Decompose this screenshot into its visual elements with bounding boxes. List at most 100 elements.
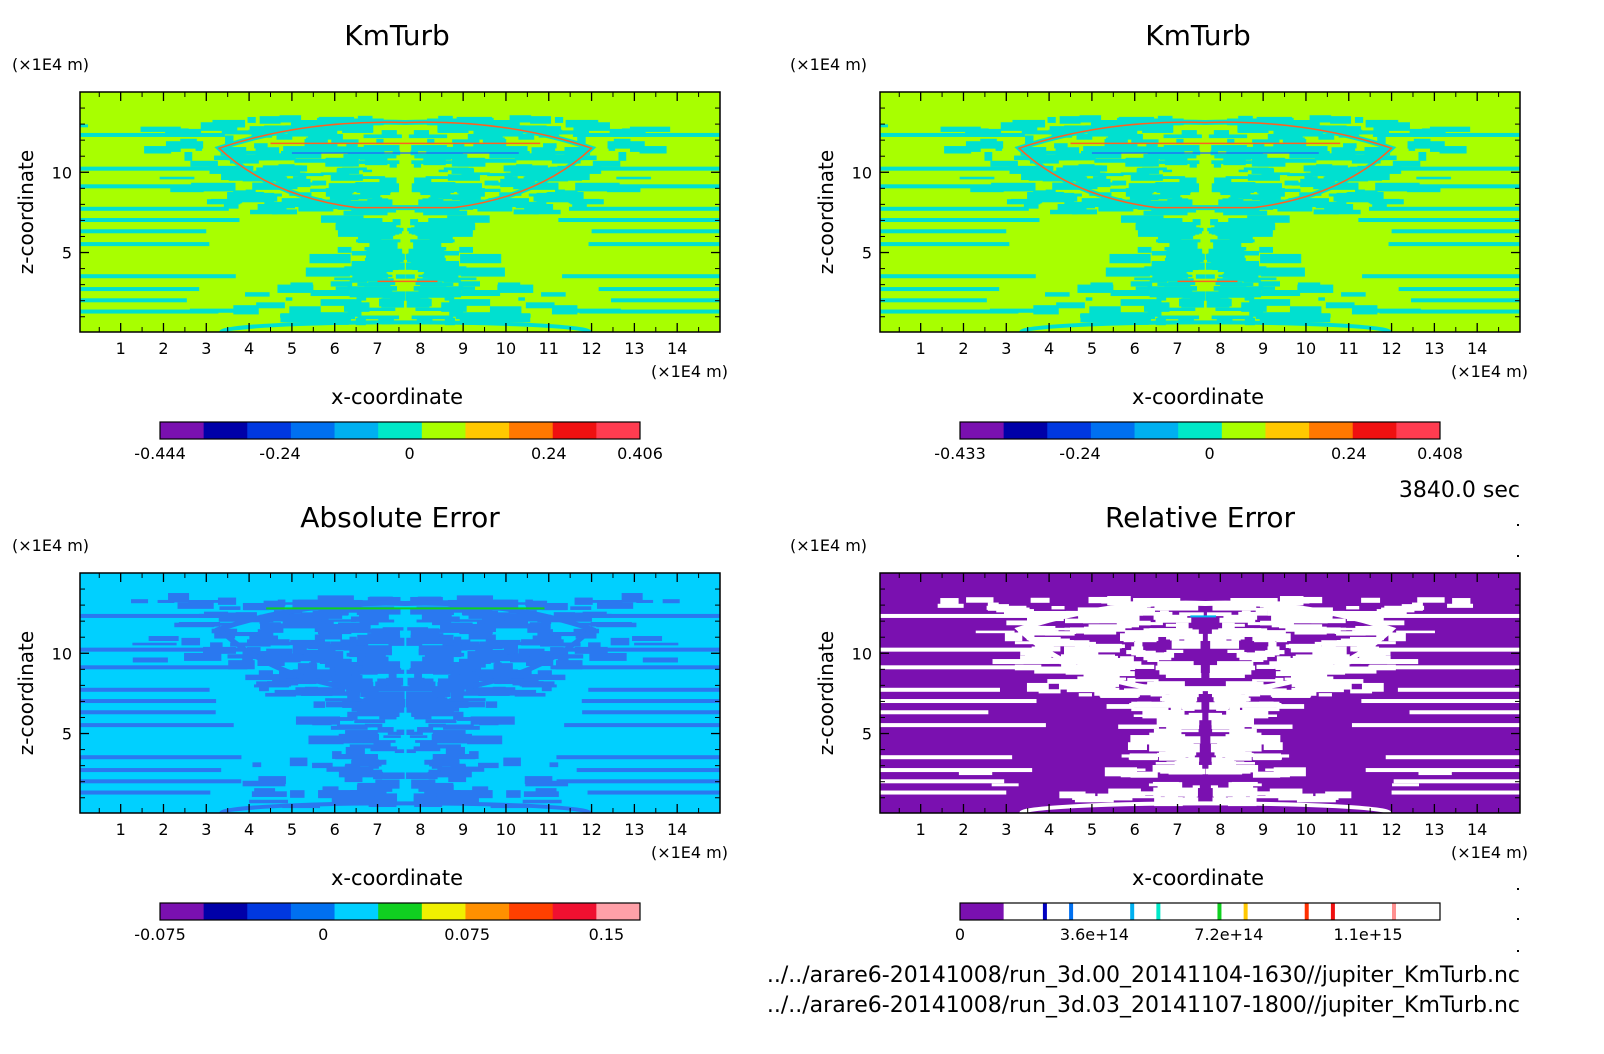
contour-cell: [526, 182, 559, 190]
contour-cell: [541, 126, 562, 132]
y-tick-label: 5: [62, 244, 72, 263]
contour-cell: [510, 653, 530, 663]
contour-cell: [394, 749, 405, 754]
contour-cell: [1292, 200, 1327, 207]
colorbar-segment: [160, 903, 205, 920]
contour-band: [556, 779, 720, 784]
contour-cell: [1361, 597, 1381, 603]
contour-band: [80, 665, 248, 670]
contour-cell: [1257, 188, 1286, 192]
contour-cell: [347, 711, 358, 720]
contour-cell: [574, 646, 608, 654]
contour-cell: [1110, 290, 1150, 297]
x-tick-label: 14: [1467, 820, 1487, 839]
colorbar-segment: [290, 422, 336, 439]
contour-cell: [1218, 289, 1262, 298]
contour-cell: [277, 599, 286, 607]
colorbar-segment: [1090, 903, 1136, 920]
contour-cell: [1090, 282, 1113, 286]
contour-cell: [264, 125, 293, 133]
contour-cell: [1218, 748, 1246, 754]
contour-cell: [312, 610, 343, 619]
colorbar-stripe: [1069, 903, 1074, 920]
x-axis-label: x-coordinate: [331, 385, 463, 409]
contour-cell: [413, 286, 447, 291]
contour-cell: [1217, 743, 1262, 752]
contour-band: [569, 206, 720, 211]
contour-cell: [365, 636, 398, 642]
contour-cell: [348, 293, 369, 296]
contour-cell: [1231, 781, 1258, 786]
contour-cell: [354, 719, 386, 724]
contour-cell: [1106, 704, 1135, 709]
contour-cell: [176, 128, 189, 133]
contour-cell: [356, 297, 367, 301]
contour-cell: [259, 116, 281, 124]
contour-cell: [1056, 302, 1085, 309]
contour-cell: [1252, 679, 1282, 682]
colorbar-segment: [1221, 422, 1266, 439]
contour-cell: [1079, 115, 1102, 123]
x-tick-label: 13: [1424, 820, 1444, 839]
contour-cell: [351, 250, 369, 256]
contour-cell: [309, 662, 316, 672]
contour-band: [558, 218, 720, 223]
contour-cell: [320, 172, 350, 176]
contour-cell: [437, 697, 448, 701]
contour-cell: [413, 130, 430, 137]
contour-cell: [1345, 171, 1390, 181]
contour-cell: [1112, 147, 1156, 153]
contour-cell: [263, 600, 284, 607]
contour-band: [80, 166, 248, 171]
contour-cell: [1151, 250, 1169, 256]
contour-cell: [1083, 616, 1121, 624]
contour-cell: [450, 797, 479, 803]
contour-cell: [344, 302, 370, 312]
contour-cell: [244, 604, 285, 611]
contour-cell: [636, 599, 654, 603]
contour-cell: [487, 688, 509, 695]
contour-cell: [1214, 699, 1247, 708]
contour-cell: [1131, 133, 1143, 144]
contour-cell: [536, 776, 551, 784]
contour-cell: [1357, 165, 1402, 174]
contour-cell: [1369, 664, 1396, 671]
contour-cell: [405, 274, 415, 279]
contour-cell: [618, 152, 627, 161]
contour-cell: [170, 186, 204, 193]
contour-cell: [1164, 652, 1175, 658]
contour-band: [880, 779, 1005, 784]
contour-cell: [1523, 124, 1535, 127]
contour-cell: [1430, 147, 1457, 152]
contour-cell: [525, 302, 555, 309]
contour-cell: [1276, 656, 1291, 666]
colorbar-tick-label: 0: [405, 444, 415, 463]
contour-cell: [550, 130, 589, 135]
contour-cell: [1223, 614, 1256, 623]
contour-cell: [467, 735, 503, 745]
contour-cell: [452, 195, 481, 200]
contour-cell: [357, 115, 373, 124]
contour-cell: [454, 619, 490, 622]
contour-cell: [1165, 748, 1193, 754]
contour-cell: [1123, 622, 1163, 626]
contour-cell: [411, 160, 452, 165]
contour-cell: [346, 629, 377, 633]
contour-cell: [364, 723, 383, 728]
contour-cell: [1297, 282, 1321, 286]
contour-cell: [1181, 797, 1199, 802]
contour-cell: [1189, 161, 1197, 168]
contour-cell: [478, 125, 494, 134]
contour-cell: [407, 227, 416, 232]
contour-cell: [343, 647, 361, 651]
contour-cell: [1064, 627, 1081, 631]
contour-cell: [338, 735, 369, 740]
colorbar-frame: [159, 421, 641, 440]
contour-cell: [1325, 302, 1355, 309]
contour-cell: [1341, 292, 1366, 297]
contour-cell: [1179, 612, 1204, 617]
field-pattern: [80, 115, 720, 332]
colorbar-segment: [1352, 903, 1397, 920]
contour-cell: [227, 654, 265, 659]
contour-cell: [320, 122, 356, 131]
